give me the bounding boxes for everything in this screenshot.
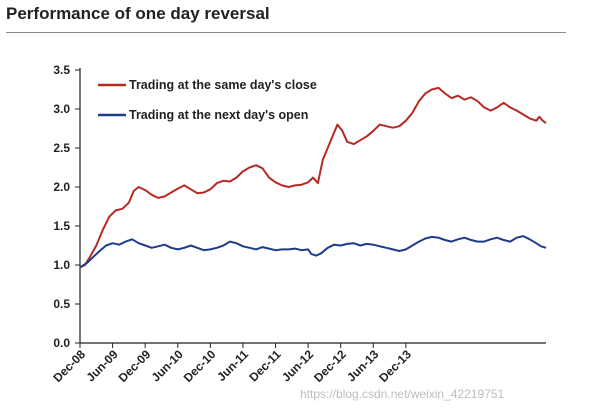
y-axis-ticks: 0.0 0.5 1.0 1.5 2.0 2.5 3.0 3.5	[53, 63, 80, 350]
x-axis-ticks: Dec-08Jun-09Dec-09Jun-10Dec-10Jun-11Dec-…	[50, 343, 414, 385]
x-tick-label: Jun-09	[83, 347, 120, 384]
title-divider	[6, 32, 566, 33]
x-tick-label: Dec-10	[181, 347, 219, 385]
x-tick-label: Dec-12	[311, 347, 349, 385]
series-line-1	[79, 86, 547, 269]
legend-label-1: Trading at the same day's close	[129, 78, 317, 92]
x-tick-label: Jun-13	[344, 347, 381, 384]
x-tick-label: Jun-10	[149, 347, 186, 384]
y-tick-label: 2.5	[53, 141, 70, 155]
x-tick-label: Dec-09	[116, 347, 154, 385]
x-tick-label: Jun-11	[214, 347, 251, 384]
x-tick-label: Jun-12	[279, 347, 316, 384]
y-tick-label: 3.5	[53, 63, 70, 77]
chart-legend: Trading at the same day's close Trading a…	[98, 78, 317, 122]
y-tick-label: 0.5	[53, 297, 70, 311]
y-tick-label: 3.0	[53, 102, 70, 116]
x-tick-label: Dec-08	[50, 347, 88, 385]
y-tick-label: 2.0	[53, 180, 70, 194]
series-line-2	[79, 235, 547, 269]
chart-series	[79, 86, 547, 269]
y-tick-label: 1.5	[53, 219, 70, 233]
chart-title: Performance of one day reversal	[6, 4, 270, 23]
y-tick-label: 1.0	[53, 258, 70, 272]
legend-label-2: Trading at the next day's open	[129, 108, 308, 122]
x-tick-label: Dec-11	[246, 347, 283, 384]
watermark-text: https://blog.csdn.net/weixin_42219751	[300, 387, 504, 401]
x-tick-label: Dec-13	[376, 347, 414, 385]
y-tick-label: 0.0	[53, 336, 70, 350]
chart-axes	[79, 68, 546, 344]
